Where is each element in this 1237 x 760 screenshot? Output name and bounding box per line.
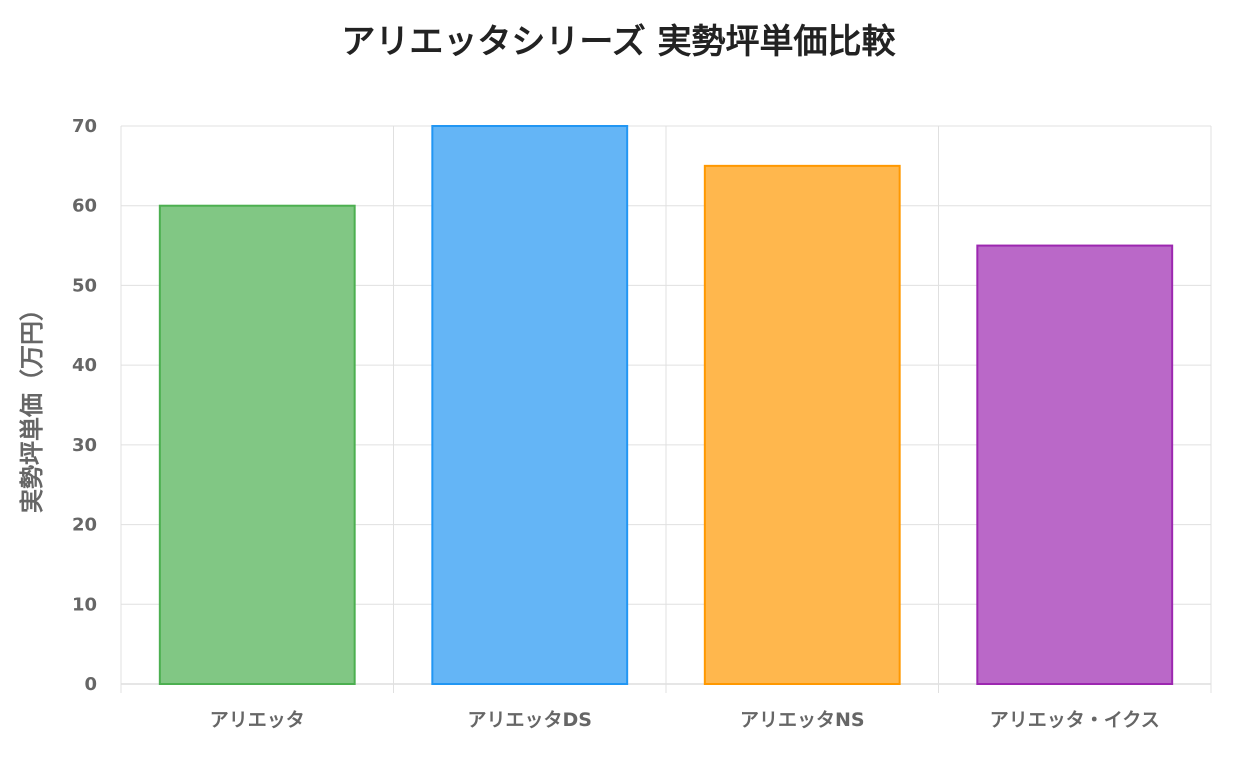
y-axis-title: 実勢坪単価（万円） xyxy=(18,297,46,513)
bar xyxy=(703,164,901,686)
x-tick-label: アリエッタNS xyxy=(740,709,865,731)
y-tick-label: 20 xyxy=(72,515,97,536)
x-tick-label: アリエッタDS xyxy=(468,709,592,731)
y-tick-label: 70 xyxy=(72,116,97,137)
bar xyxy=(158,204,356,685)
y-tick-label: 40 xyxy=(72,355,97,376)
y-tick-label: 10 xyxy=(72,594,97,615)
x-tick-label: アリエッタ xyxy=(210,709,305,731)
bar xyxy=(431,125,629,685)
y-tick-label: 50 xyxy=(72,275,97,296)
y-tick-label: 60 xyxy=(72,196,97,217)
x-tick-label: アリエッタ・イクス xyxy=(990,709,1160,731)
y-tick-label: 30 xyxy=(72,435,97,456)
y-tick-label: 0 xyxy=(84,674,97,695)
bar xyxy=(976,244,1174,685)
chart-title: アリエッタシリーズ 実勢坪単価比較 xyxy=(341,22,896,62)
